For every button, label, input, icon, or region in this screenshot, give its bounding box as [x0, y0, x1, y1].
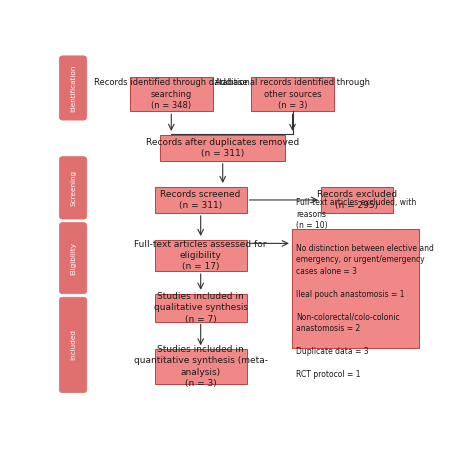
Text: Records excluded
(n = 295): Records excluded (n = 295) — [317, 190, 397, 210]
Text: Identification: Identification — [70, 64, 76, 111]
Text: Studies included in
qualitative synthesis
(n = 7): Studies included in qualitative synthesi… — [154, 292, 248, 323]
Text: Studies included in
quantitative synthesis (meta-
analysis)
(n = 3): Studies included in quantitative synthes… — [134, 345, 268, 388]
FancyBboxPatch shape — [59, 222, 87, 294]
FancyBboxPatch shape — [155, 240, 246, 271]
Text: Records identified through database
searching
(n = 348): Records identified through database sear… — [94, 78, 248, 110]
FancyBboxPatch shape — [155, 349, 246, 384]
Text: Screening: Screening — [70, 170, 76, 206]
FancyBboxPatch shape — [251, 77, 334, 111]
Text: Records after duplicates removed
(n = 311): Records after duplicates removed (n = 31… — [146, 138, 300, 158]
FancyBboxPatch shape — [155, 187, 246, 213]
FancyBboxPatch shape — [160, 135, 285, 161]
FancyBboxPatch shape — [321, 187, 392, 213]
FancyBboxPatch shape — [155, 294, 246, 322]
FancyBboxPatch shape — [130, 77, 213, 111]
FancyBboxPatch shape — [59, 156, 87, 219]
Text: Full-text articles excluded, with
reasons
(n = 10)

No distinction between elect: Full-text articles excluded, with reason… — [296, 198, 434, 379]
Text: Additional records identified through
other sources
(n = 3): Additional records identified through ot… — [215, 78, 370, 110]
Text: Records screened
(n = 311): Records screened (n = 311) — [161, 190, 241, 210]
FancyBboxPatch shape — [59, 297, 87, 393]
Text: Included: Included — [70, 330, 76, 360]
Text: Eligibility: Eligibility — [70, 242, 76, 275]
FancyBboxPatch shape — [292, 230, 419, 348]
Text: Full-text articles assessed for
eligibility
(n = 17): Full-text articles assessed for eligibil… — [135, 239, 267, 272]
FancyBboxPatch shape — [59, 56, 87, 120]
